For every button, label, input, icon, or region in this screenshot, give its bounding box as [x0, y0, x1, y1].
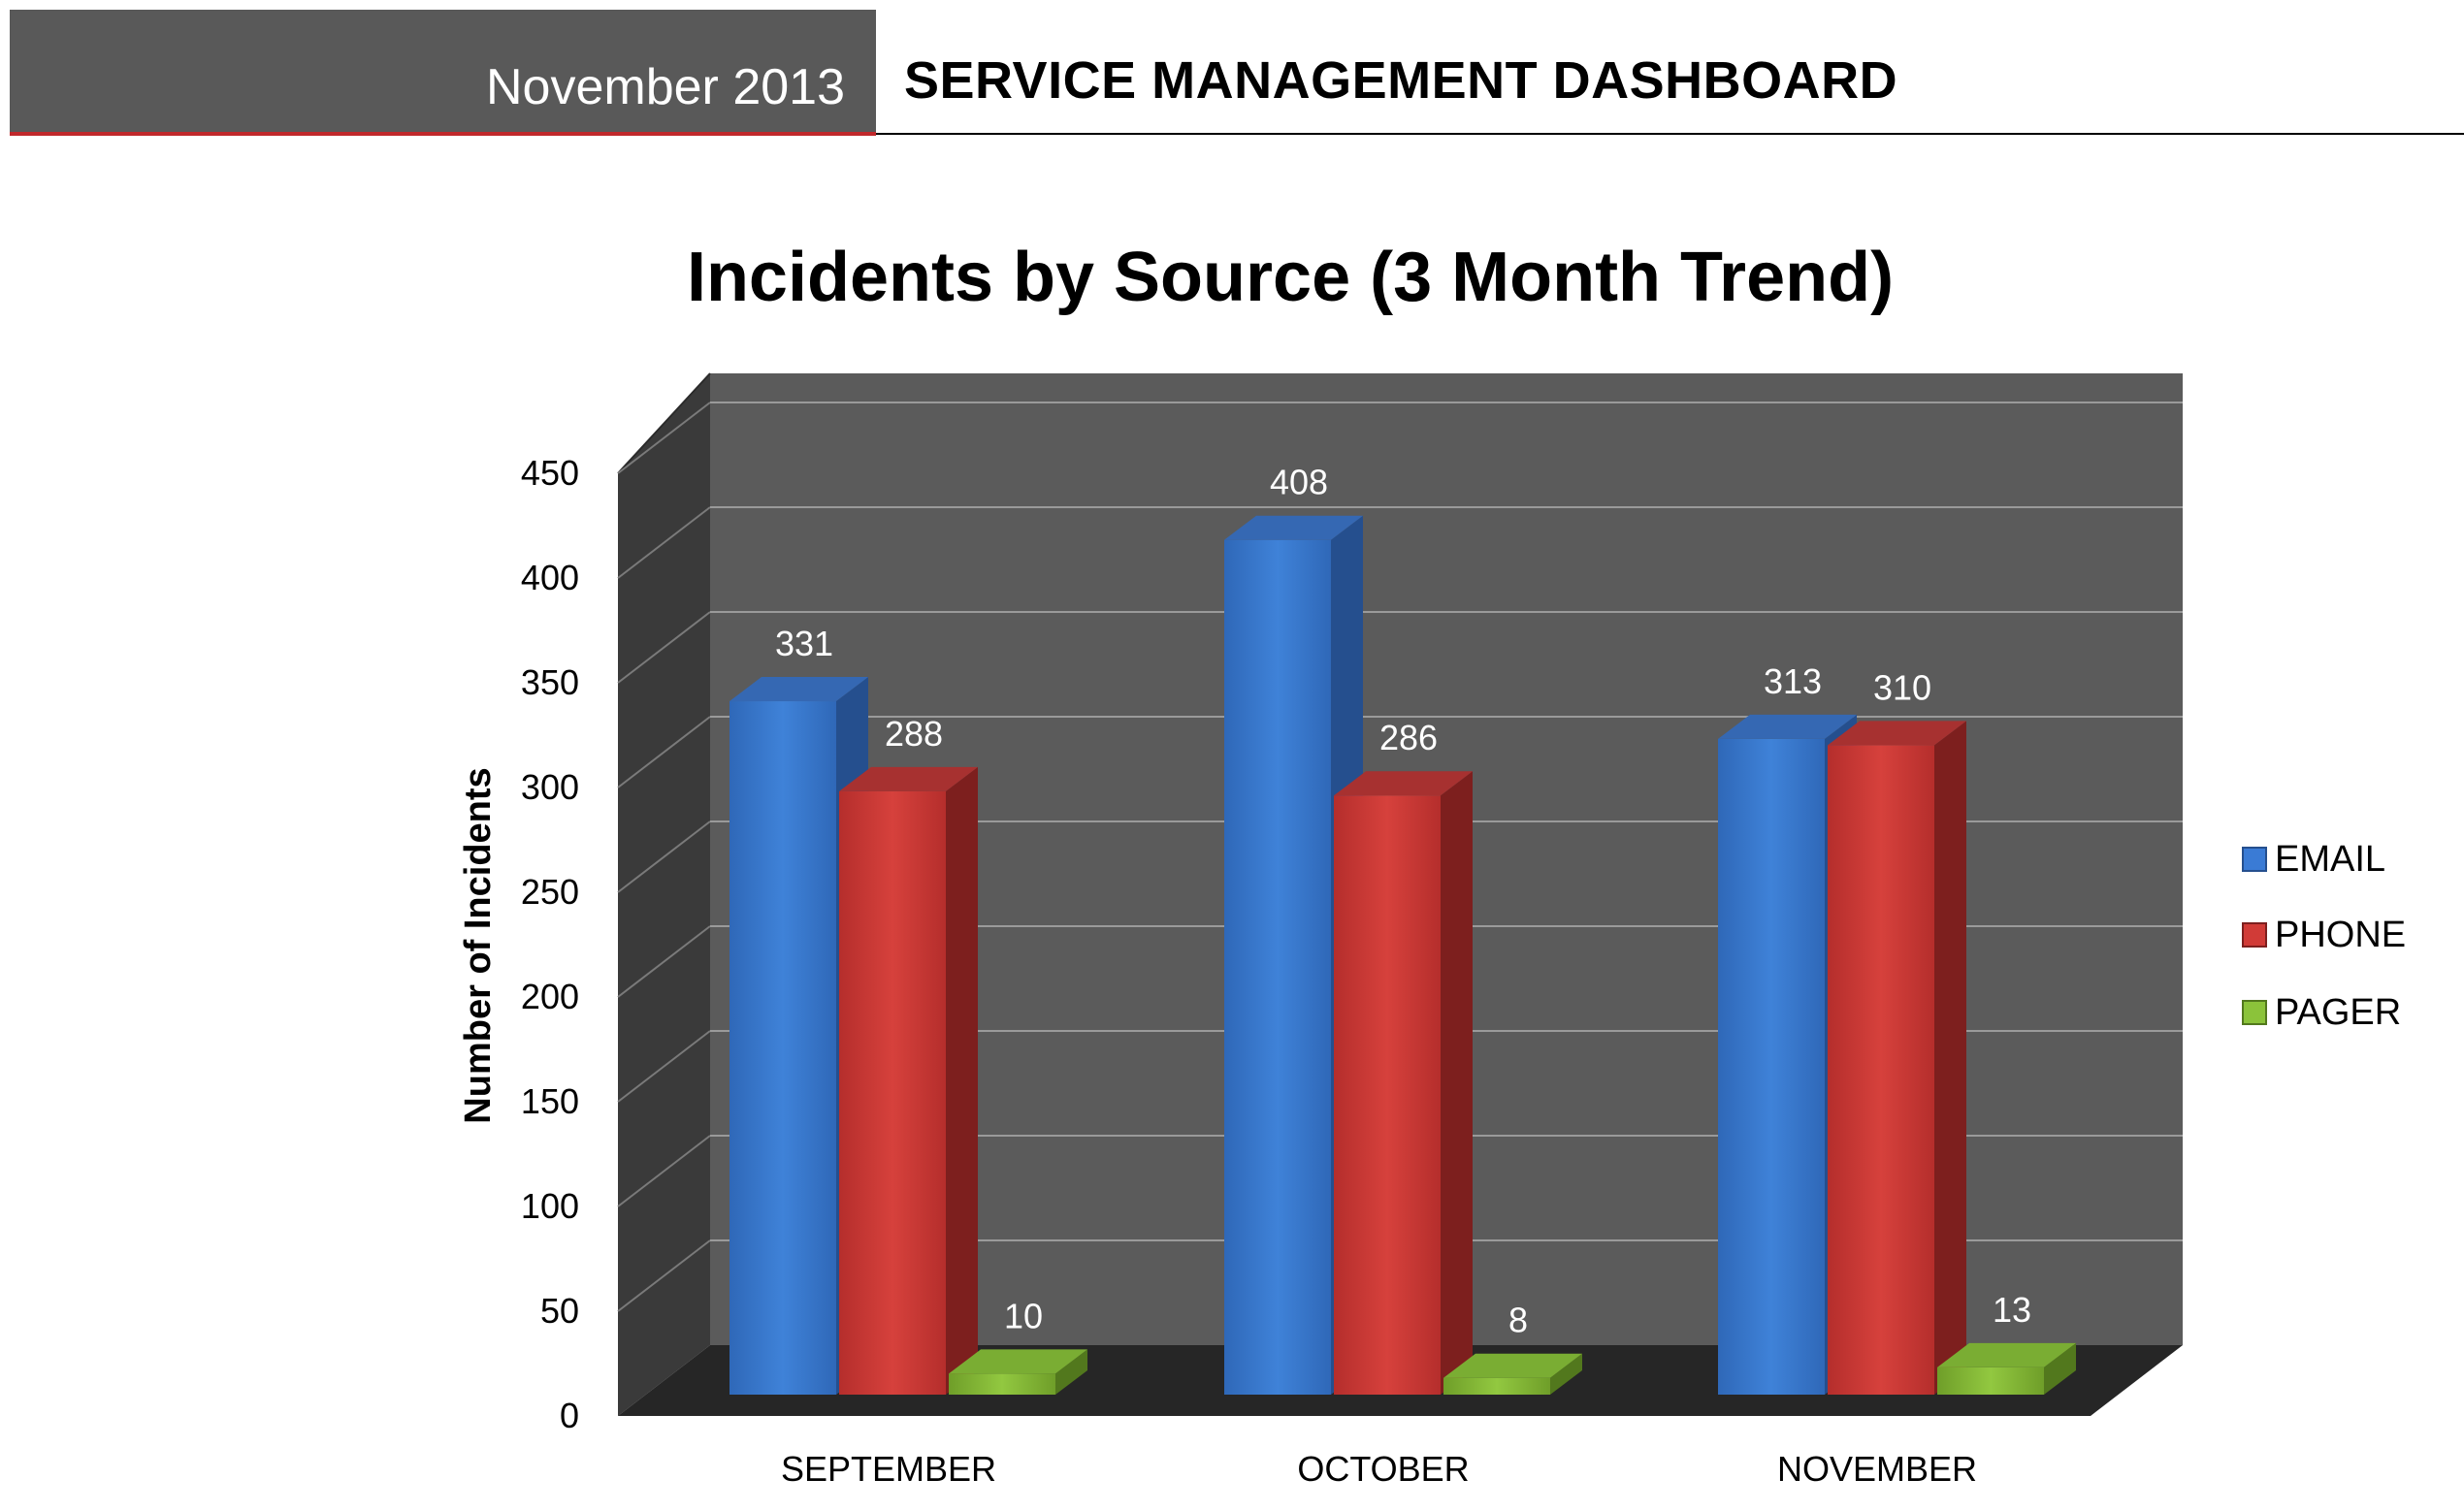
x-tick-label: OCTOBER: [1297, 1449, 1469, 1489]
bar-side-phone: [1441, 771, 1473, 1395]
gridline-side: [617, 820, 711, 893]
report-date: November 2013: [486, 59, 845, 115]
y-tick-label: 300: [521, 767, 579, 807]
bar-side-pager: [1550, 1353, 1582, 1395]
gridline-side: [617, 925, 711, 998]
bar-top-pager: [1443, 1353, 1582, 1378]
gridline-side: [617, 1135, 711, 1207]
bar-top-email: [1224, 515, 1363, 540]
chart-title: Incidents by Source (3 Month Trend): [686, 239, 1895, 316]
wall-edge: [617, 372, 711, 474]
gridline-side: [617, 716, 711, 788]
data-label: 313: [1764, 661, 1822, 701]
bar-pager-october: [1443, 1377, 1550, 1395]
y-tick-label: 400: [521, 558, 579, 597]
legend-label-phone: PHONE: [2275, 915, 2406, 955]
x-axis: SEPTEMBER OCTOBER NOVEMBER: [781, 1449, 1977, 1489]
y-tick-label: 0: [560, 1396, 579, 1435]
data-label: 288: [885, 714, 943, 754]
legend-swatch-email: [2242, 847, 2267, 872]
legend-label-email: EMAIL: [2275, 839, 2385, 880]
y-tick-label: 350: [521, 662, 579, 702]
gridline-side: [617, 506, 711, 579]
gridline-side: [617, 402, 711, 474]
bar-pager-november: [1937, 1366, 2044, 1395]
bar-email-september: [729, 701, 836, 1395]
gridline-side: [617, 1030, 711, 1103]
y-axis-label: Number of Incidents: [458, 767, 499, 1123]
bar-top-email: [729, 677, 868, 702]
gridline-side: [617, 611, 711, 684]
legend-swatch-pager: [2242, 1000, 2267, 1025]
data-label: 310: [1873, 667, 1931, 707]
legend-swatch-phone: [2242, 922, 2267, 948]
bar-top-phone: [1334, 771, 1473, 796]
data-label: 10: [1004, 1296, 1043, 1335]
bar-side-pager: [2044, 1342, 2076, 1395]
bar-phone-november: [1828, 745, 1934, 1395]
dashboard-title: SERVICE MANAGEMENT DASHBOARD: [904, 51, 1898, 110]
bar-phone-october: [1334, 795, 1441, 1395]
data-labels: 331 288 10 408 286 8 313 310 13: [775, 463, 2031, 1340]
bar-top-pager: [949, 1349, 1087, 1374]
y-tick-label: 200: [521, 977, 579, 1016]
bar-side-pager: [1055, 1349, 1087, 1395]
bar-side-phone: [946, 766, 978, 1395]
data-label: 331: [775, 624, 833, 663]
bar-phone-september: [839, 790, 946, 1395]
bar-pager-september: [949, 1373, 1055, 1395]
y-tick-label: 250: [521, 872, 579, 912]
data-label: 286: [1379, 718, 1438, 757]
y-tick-label: 100: [521, 1186, 579, 1226]
bar-top-pager: [1937, 1342, 2076, 1367]
data-label: 8: [1508, 1301, 1528, 1340]
data-label: 13: [1993, 1290, 2031, 1330]
y-axis: 0 50 100 150 200 250 300 350 400 450: [521, 453, 579, 1435]
bar-top-email: [1718, 714, 1857, 739]
bar-email-october: [1224, 539, 1331, 1395]
gridline-side: [617, 1239, 711, 1312]
y-tick-label: 450: [521, 453, 579, 493]
x-tick-label: SEPTEMBER: [781, 1449, 996, 1489]
y-tick-label: 50: [540, 1291, 579, 1331]
chart-side-wall: [618, 373, 710, 1416]
y-tick-label: 150: [521, 1081, 579, 1121]
header-divider: [876, 133, 2464, 135]
chart-bars: [729, 515, 2076, 1395]
x-tick-label: NOVEMBER: [1777, 1449, 1977, 1489]
legend-label-pager: PAGER: [2275, 992, 2401, 1033]
bar-top-phone: [839, 766, 978, 791]
bar-top-phone: [1828, 721, 1966, 746]
header-date-box: November 2013: [10, 10, 876, 136]
bar-side-phone: [1934, 721, 1966, 1395]
bar-email-november: [1718, 738, 1825, 1395]
chart-legend: EMAIL PHONE PAGER: [2242, 839, 2406, 1033]
data-label: 408: [1270, 463, 1328, 502]
